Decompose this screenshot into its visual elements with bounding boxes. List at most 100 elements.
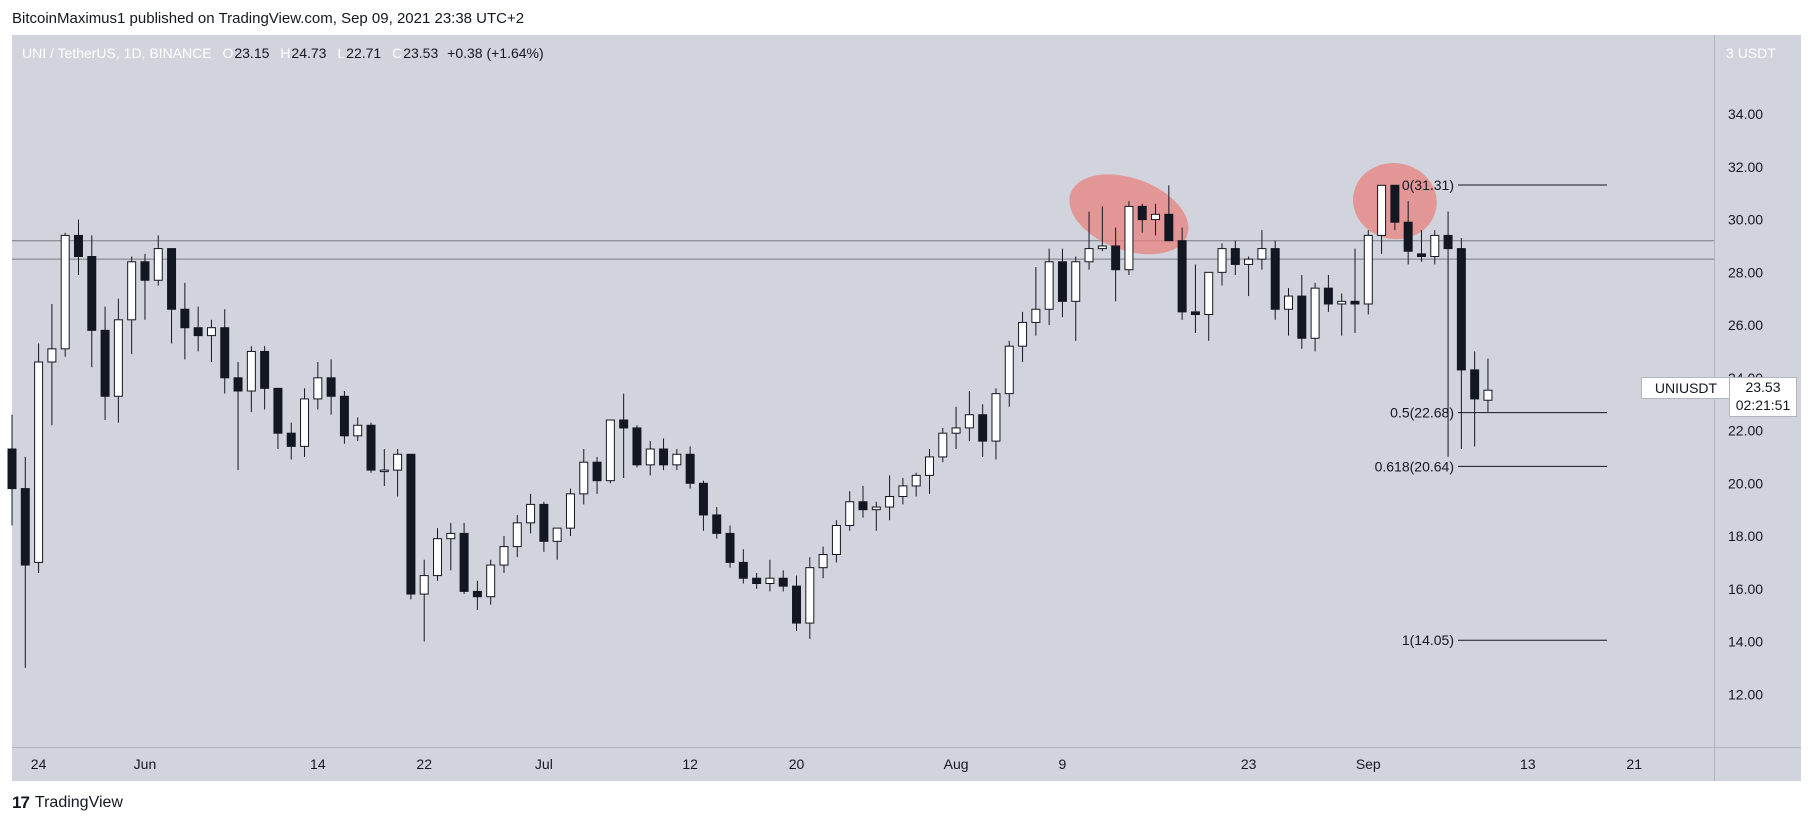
candle-body (659, 448, 669, 466)
candle-body (233, 377, 243, 392)
candle-body (1164, 213, 1174, 242)
candle-body (300, 398, 310, 447)
candle-body (1084, 248, 1094, 263)
candle-body (738, 561, 748, 579)
candle-body (140, 261, 150, 281)
price-tick-label: 18.00 (1728, 528, 1763, 544)
candle-body (619, 419, 629, 429)
symbol-legend: UNI / TetherUS, 1D, BINANCE O23.15 H24.7… (22, 45, 545, 61)
date-tick-label: Jul (535, 756, 553, 772)
candle-body (951, 427, 961, 434)
candle-body (1204, 271, 1214, 316)
candle-body (34, 361, 44, 563)
candle-body (406, 453, 416, 595)
candle-body (1111, 245, 1121, 271)
date-tick-label: Sep (1356, 756, 1381, 772)
date-tick-label: 20 (789, 756, 805, 772)
candle-body (1483, 389, 1493, 401)
candle-body (433, 538, 442, 577)
candle-body (672, 453, 682, 466)
open-label: O (222, 45, 234, 61)
candle-body (1270, 248, 1280, 310)
low-value: 22.71 (346, 45, 382, 61)
fib-level-label: 1(14.05) (1402, 632, 1454, 648)
candle-body (898, 485, 908, 497)
candle-body (73, 234, 83, 258)
low-label: L (337, 45, 346, 61)
candle-body (339, 395, 349, 437)
currency-text: USDT (1737, 45, 1776, 61)
candle-body (805, 567, 815, 624)
candle-body (486, 564, 496, 598)
badge-price: 23.53 02:21:51 (1729, 377, 1797, 417)
price-tick-label: 28.00 (1728, 264, 1763, 280)
candle-body (220, 327, 230, 379)
candle-body (512, 522, 522, 548)
price-tick-label: 14.00 (1728, 634, 1763, 650)
change-value: +0.38 (+1.64%) (447, 45, 544, 61)
candle-body (459, 532, 469, 592)
candle-body (645, 448, 655, 466)
candle-body (1190, 311, 1200, 316)
candle-body (379, 469, 389, 473)
candle-body (113, 319, 123, 397)
candle-body (1390, 184, 1400, 223)
open-value: 23.15 (234, 45, 270, 61)
date-tick-label: Aug (944, 756, 969, 772)
candle-body (1257, 248, 1267, 260)
candle-body (1230, 248, 1240, 265)
candle-body (446, 532, 456, 540)
badge-countdown: 02:21:51 (1735, 397, 1791, 413)
candle-body (1151, 213, 1161, 221)
time-axis[interactable] (12, 747, 1800, 781)
candle-body (206, 327, 216, 337)
publisher-header: BitcoinMaximus1 published on TradingView… (12, 10, 525, 27)
candle-body (167, 248, 177, 310)
candle-body (180, 308, 190, 329)
candle-body (1124, 205, 1134, 271)
close-value: 23.53 (403, 45, 439, 61)
candle-body (1337, 300, 1347, 305)
high-label: H (280, 45, 291, 61)
candle-body (712, 514, 722, 534)
candle-body (326, 377, 336, 397)
badge-price-value: 23.53 (1745, 379, 1781, 395)
candle-body (845, 501, 855, 526)
candle-body (605, 419, 615, 482)
candle-body (393, 453, 403, 471)
candle-body (924, 456, 934, 476)
candle-body (871, 506, 881, 511)
candle-body (100, 329, 110, 397)
date-tick-label: 22 (416, 756, 432, 772)
candle-body (792, 585, 802, 624)
price-tick-label: 26.00 (1728, 317, 1763, 333)
high-value: 24.73 (291, 45, 327, 61)
tradingview-logo-icon: 17 (12, 793, 30, 812)
candle-body (698, 482, 708, 516)
candle-body (911, 474, 921, 487)
candle-body (273, 387, 283, 434)
date-tick-label: 24 (31, 756, 47, 772)
candle-body (1403, 221, 1413, 252)
candle-body (978, 414, 988, 442)
candle-body (1177, 240, 1187, 313)
price-tick-label: 34.00 (1728, 106, 1763, 122)
candle-body (778, 577, 788, 587)
chart-plot-area[interactable] (12, 35, 1714, 747)
candle-body (1456, 248, 1466, 371)
candle-body (1416, 253, 1426, 258)
candle-body (1044, 261, 1054, 310)
candle-body (1244, 258, 1254, 265)
candle-body (87, 256, 97, 331)
candle-body (1323, 287, 1333, 305)
candle-body (313, 377, 323, 400)
candle-body (353, 424, 363, 437)
price-tick-label: 22.00 (1728, 423, 1763, 439)
price-badge: UNIUSDT 23.53 02:21:51 (1641, 377, 1797, 417)
fib-level-label: 0.5(22.68) (1390, 405, 1454, 421)
candle-body (858, 501, 868, 511)
tradingview-footer[interactable]: 17 TradingView (12, 793, 123, 813)
candle-body (552, 527, 562, 542)
candle-body (526, 503, 536, 524)
